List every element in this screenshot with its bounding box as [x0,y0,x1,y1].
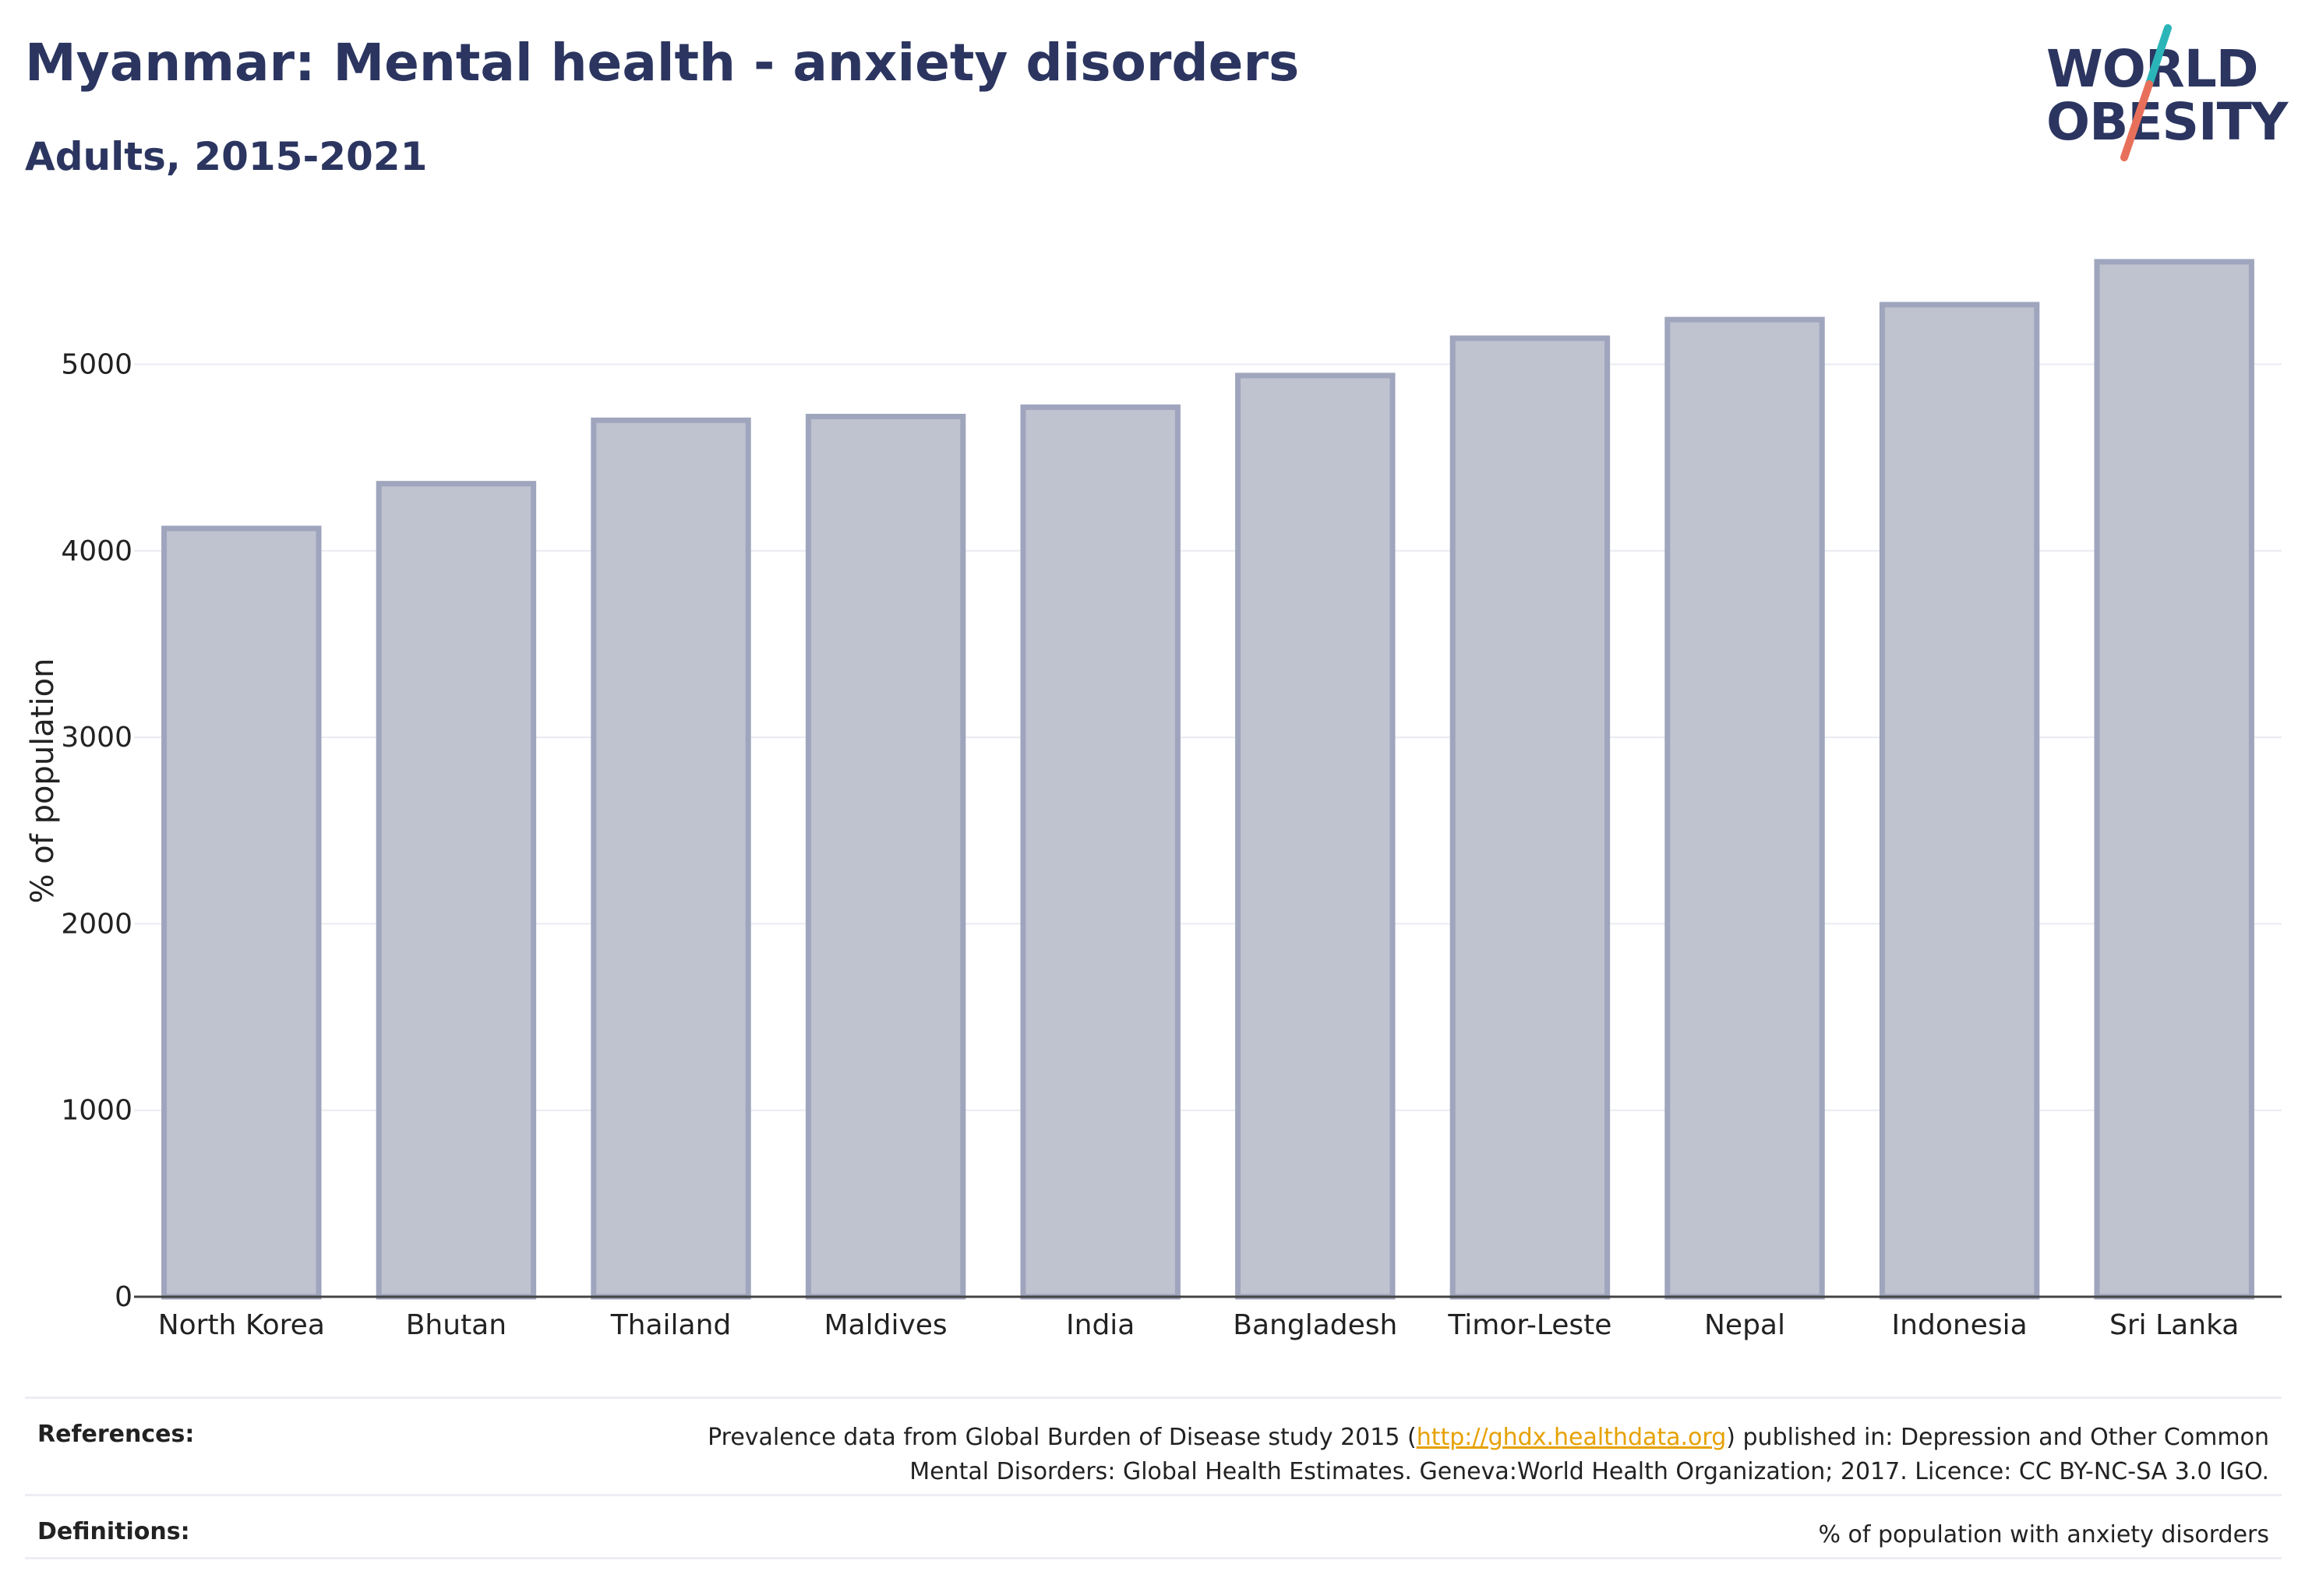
references-row: References: Prevalence data from Global … [25,1396,2282,1494]
x-tick-label: Indonesia [1892,1309,2028,1341]
y-tick-label: 5000 [61,349,132,381]
references-link[interactable]: http://ghdx.healthdata.org [1416,1424,1727,1451]
definitions-row: Definitions: % of population with anxiet… [25,1494,2282,1559]
y-axis-label: % of population [25,659,61,904]
x-tick-label: Thailand [610,1309,732,1341]
x-tick-label: Maldives [824,1309,948,1341]
bar-chart: 0 1000 2000 3000 4000 5000 North Korea Bhutan T… [25,259,2282,1341]
chart-title: Myanmar: Mental health - anxiety disorde… [25,33,1300,93]
chart-footer: References: Prevalence data from Global … [25,1396,2282,1559]
references-text: Prevalence data from Global Burden of Di… [555,1421,2269,1489]
references-label: References: [37,1421,195,1448]
bar[interactable] [1879,302,2040,1300]
bar[interactable] [805,414,966,1300]
bars [161,259,2254,1300]
x-tick-label: India [1066,1309,1135,1341]
bar[interactable] [1020,404,1181,1300]
logo-slash-icon [2120,24,2172,161]
bar[interactable] [2094,259,2254,1300]
bar[interactable] [591,417,751,1300]
references-text-end: ) published in: Depression and Other Com… [1726,1424,2269,1451]
y-tick-label: 4000 [61,535,132,567]
world-obesity-logo[interactable]: WORLD OBESITY [2034,23,2291,171]
logo-line-2: OBESITY [2046,92,2288,152]
x-tick-label: Bangladesh [1233,1309,1397,1341]
definitions-text: % of population with anxiety disorders [1818,1521,2269,1548]
y-tick-labels: 0 1000 2000 3000 4000 5000 [61,349,132,1313]
references-text-start: Prevalence data from Global Burden of Di… [708,1424,1417,1451]
x-tick-labels: North Korea Bhutan Thailand Maldives India Ba… [158,1309,2240,1341]
references-text-line-2: Mental Disorders: Global Health Estimate… [909,1458,2269,1485]
x-tick-label: Sri Lanka [2109,1309,2239,1341]
x-tick-label: North Korea [158,1309,325,1341]
definitions-label: Definitions: [37,1518,190,1545]
bar[interactable] [161,525,322,1300]
y-tick-label: 3000 [61,722,132,754]
y-tick-label: 1000 [61,1095,132,1127]
x-tick-label: Bhutan [406,1309,507,1341]
y-tick-label: 0 [115,1281,132,1313]
chart-subtitle: Adults, 2015-2021 [25,134,428,179]
x-tick-label: Nepal [1704,1309,1785,1341]
bar[interactable] [1664,316,1825,1300]
bar[interactable] [1449,335,1611,1300]
y-tick-label: 2000 [61,908,132,940]
x-tick-label: Timor-Leste [1447,1309,1611,1341]
bar[interactable] [1235,373,1396,1300]
bar[interactable] [376,481,537,1300]
